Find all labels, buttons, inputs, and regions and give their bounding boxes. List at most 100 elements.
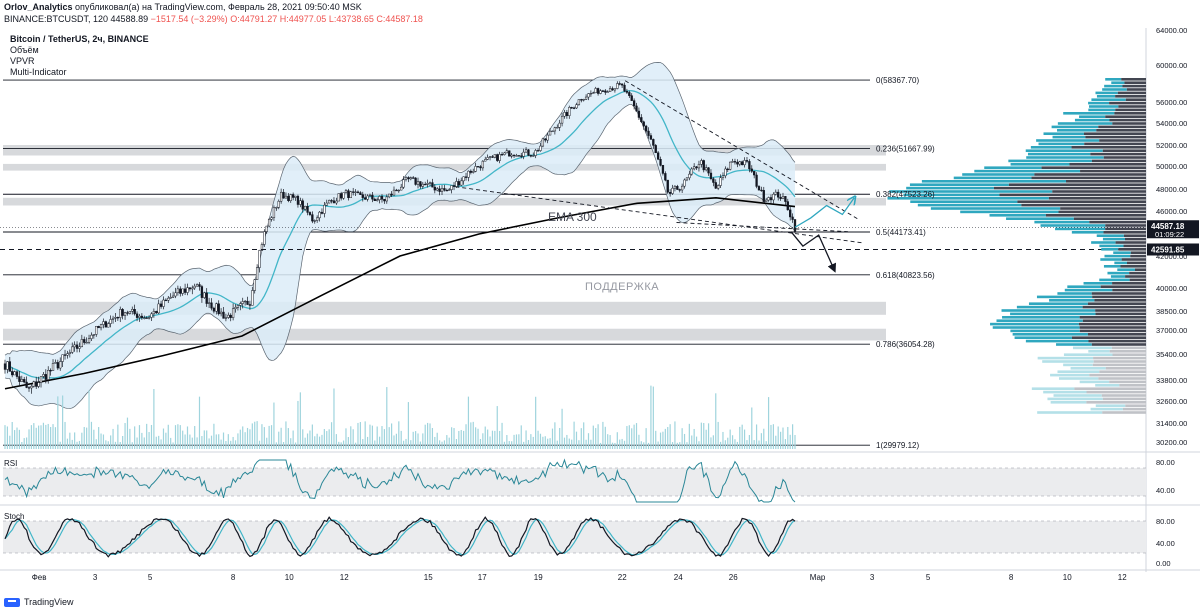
candle-body[interactable]: [750, 168, 753, 172]
candle-body[interactable]: [99, 324, 103, 329]
candle-body[interactable]: [452, 185, 456, 187]
candle-body[interactable]: [248, 304, 252, 306]
candle-body[interactable]: [741, 161, 744, 166]
candle-body[interactable]: [793, 219, 797, 232]
candle-body[interactable]: [524, 149, 528, 153]
candle-body[interactable]: [255, 267, 259, 280]
candle-body[interactable]: [162, 299, 165, 307]
candle-body[interactable]: [66, 353, 69, 356]
candle-body[interactable]: [145, 317, 148, 319]
candle-body[interactable]: [515, 155, 518, 157]
candle-body[interactable]: [332, 200, 336, 204]
stoch-d-line[interactable]: [4, 518, 796, 556]
candle-body[interactable]: [102, 321, 105, 325]
candle-body[interactable]: [666, 179, 669, 193]
candle-body[interactable]: [745, 160, 749, 162]
candle-body[interactable]: [42, 374, 45, 377]
candle-body[interactable]: [222, 311, 225, 319]
candle-body[interactable]: [263, 231, 266, 245]
candle-body[interactable]: [344, 190, 348, 193]
candle-body[interactable]: [462, 176, 465, 182]
candle-body[interactable]: [395, 189, 398, 192]
candle-body[interactable]: [159, 303, 163, 307]
candle-body[interactable]: [544, 138, 547, 141]
candle-body[interactable]: [505, 150, 509, 154]
candle-body[interactable]: [623, 84, 626, 92]
candle-body[interactable]: [275, 207, 278, 209]
candle-body[interactable]: [594, 88, 597, 93]
candle-body[interactable]: [330, 200, 333, 202]
candle-body[interactable]: [179, 288, 182, 294]
candle-body[interactable]: [455, 181, 458, 187]
candle-body[interactable]: [486, 157, 489, 160]
candle-body[interactable]: [592, 92, 595, 94]
candle-body[interactable]: [236, 305, 240, 308]
candle-body[interactable]: [227, 314, 230, 318]
candle-body[interactable]: [140, 315, 144, 319]
candle-body[interactable]: [359, 192, 362, 195]
candle-body[interactable]: [692, 166, 696, 170]
candle-body[interactable]: [484, 159, 487, 162]
candle-body[interactable]: [472, 171, 475, 173]
candle-body[interactable]: [404, 177, 408, 180]
candle-body[interactable]: [481, 160, 484, 169]
candle-body[interactable]: [78, 346, 81, 349]
candle-body[interactable]: [772, 193, 775, 201]
candle-body[interactable]: [368, 194, 372, 197]
candle-body[interactable]: [71, 346, 74, 353]
candle-body[interactable]: [51, 363, 55, 371]
candle-body[interactable]: [419, 181, 422, 187]
candle-body[interactable]: [769, 197, 773, 201]
candle-body[interactable]: [318, 211, 321, 219]
candle-body[interactable]: [296, 195, 300, 205]
candle-body[interactable]: [167, 297, 170, 301]
candle-body[interactable]: [762, 190, 765, 202]
candle-body[interactable]: [6, 361, 9, 370]
candle-body[interactable]: [400, 186, 403, 191]
candle-body[interactable]: [635, 105, 638, 112]
candle-body[interactable]: [97, 325, 100, 329]
candle-body[interactable]: [135, 313, 139, 318]
candle-body[interactable]: [104, 321, 108, 328]
candle-body[interactable]: [366, 195, 369, 200]
candle-body[interactable]: [712, 178, 715, 183]
candle-body[interactable]: [30, 385, 33, 389]
last-price-tag[interactable]: [1147, 220, 1199, 239]
candle-body[interactable]: [426, 183, 429, 185]
candle-body[interactable]: [611, 88, 614, 91]
rsi-line[interactable]: [4, 458, 796, 503]
candle-body[interactable]: [779, 196, 782, 199]
candle-body[interactable]: [765, 199, 768, 202]
candle-body[interactable]: [568, 107, 571, 116]
candle-body[interactable]: [596, 88, 600, 94]
candle-body[interactable]: [532, 155, 535, 157]
candle-body[interactable]: [738, 161, 741, 165]
candle-body[interactable]: [433, 186, 436, 191]
candle-body[interactable]: [383, 198, 386, 202]
candle-body[interactable]: [128, 310, 132, 314]
candle-body[interactable]: [683, 179, 686, 187]
candle-body[interactable]: [647, 130, 650, 136]
candle-body[interactable]: [700, 160, 703, 165]
candle-body[interactable]: [628, 92, 631, 96]
candle-body[interactable]: [176, 288, 180, 294]
candle-body[interactable]: [618, 83, 621, 85]
legend-multi-indicator[interactable]: Multi-Indicator: [10, 67, 67, 77]
candle-body[interactable]: [707, 167, 710, 174]
candle-body[interactable]: [32, 381, 35, 387]
candle-body[interactable]: [450, 185, 453, 190]
candle-body[interactable]: [219, 311, 223, 315]
candle-body[interactable]: [539, 145, 542, 151]
rsi-pane[interactable]: RSI 80.00 40.00: [3, 458, 1175, 503]
candle-body[interactable]: [320, 211, 324, 214]
descending-trendline[interactable]: [624, 80, 859, 220]
candle-body[interactable]: [376, 199, 379, 201]
candle-body[interactable]: [608, 88, 612, 92]
candle-body[interactable]: [246, 300, 249, 305]
candle-body[interactable]: [95, 325, 98, 335]
candle-body[interactable]: [479, 166, 482, 169]
candle-body[interactable]: [83, 339, 86, 343]
candle-body[interactable]: [231, 308, 235, 318]
candle-body[interactable]: [721, 175, 725, 178]
candle-body[interactable]: [116, 317, 120, 319]
